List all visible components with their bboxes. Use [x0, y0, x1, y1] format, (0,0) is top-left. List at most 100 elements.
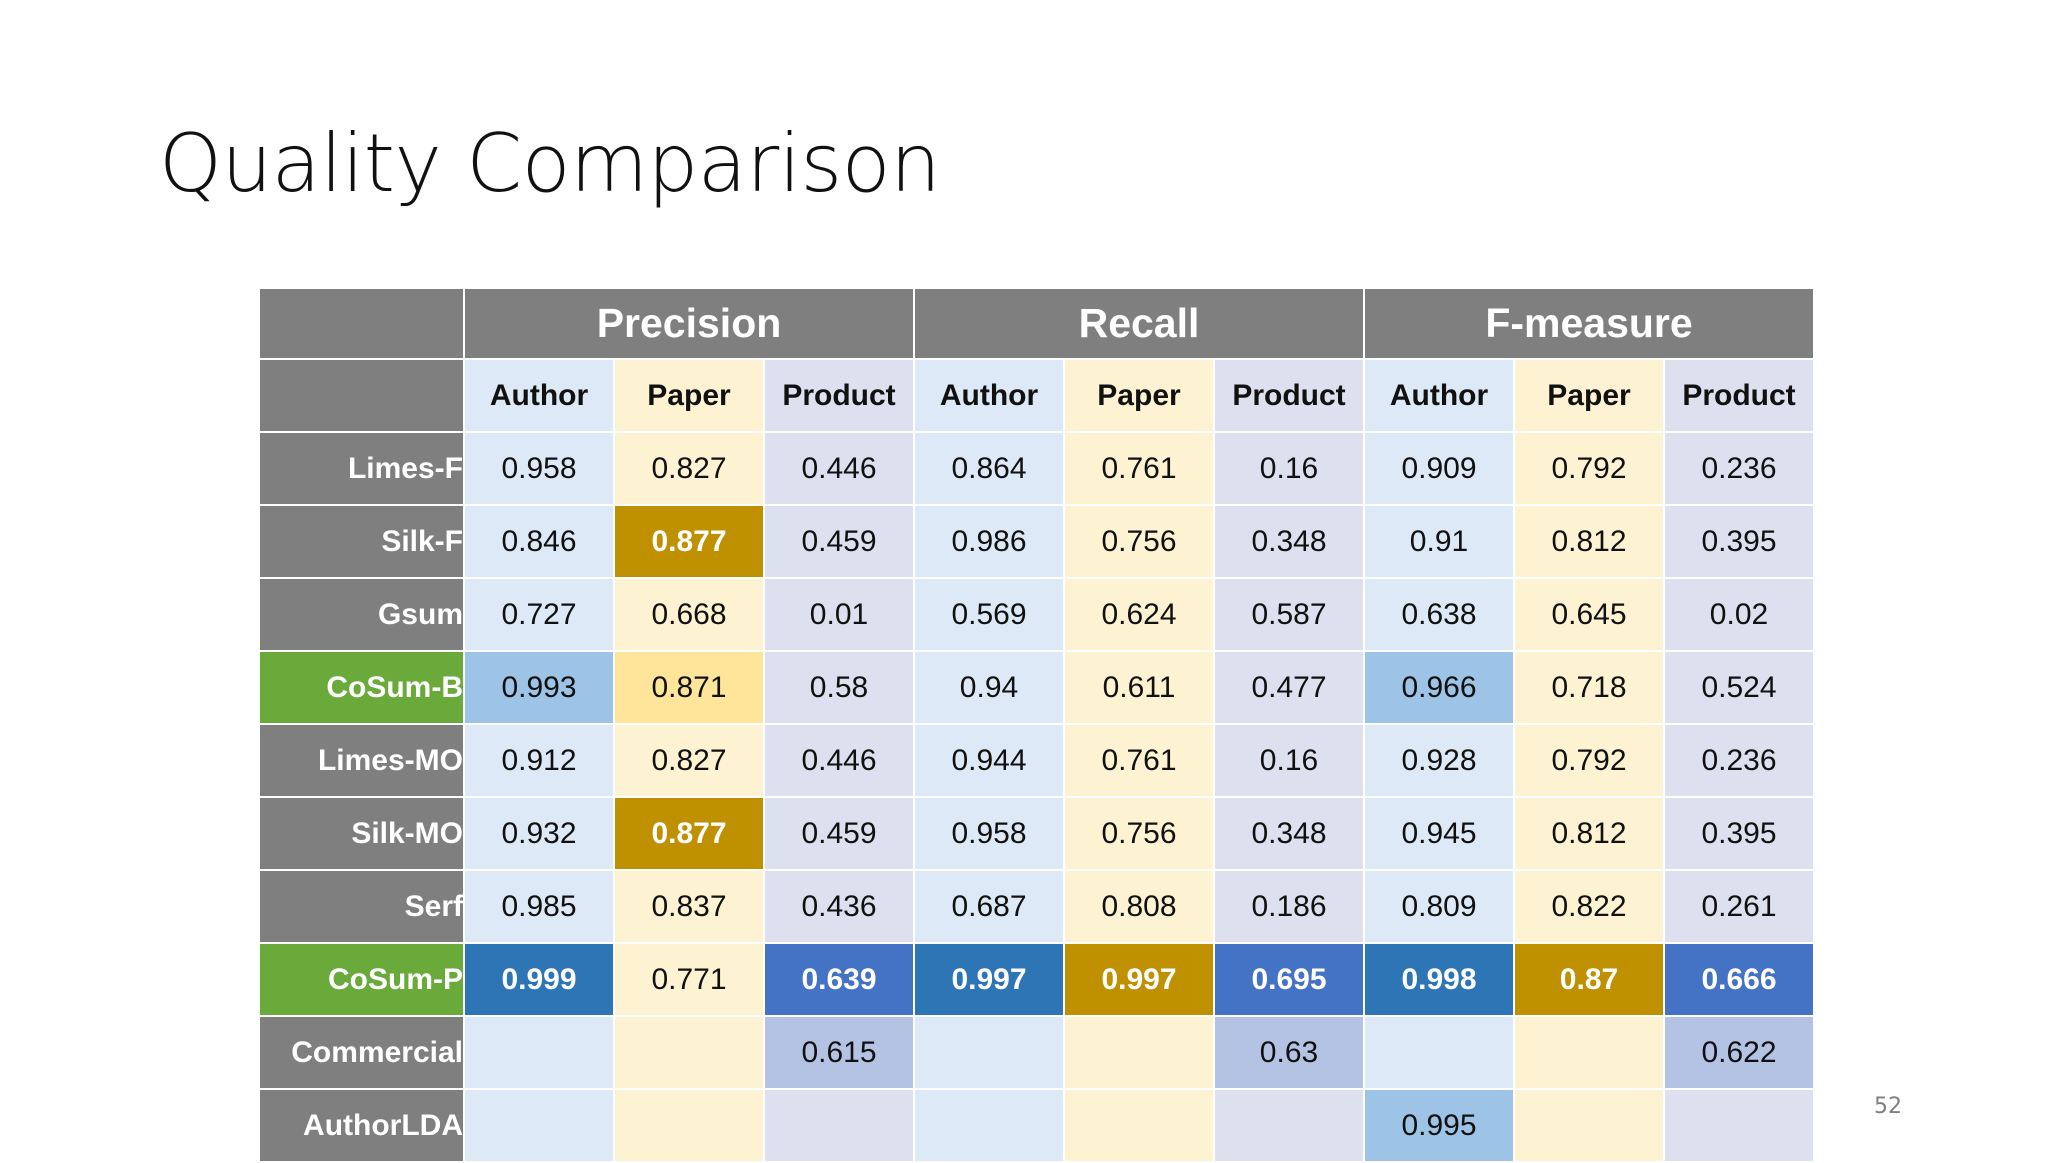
value-cell: 0.986 — [915, 506, 1063, 577]
metric-header: Author — [1365, 360, 1513, 431]
group-header-precision: Precision — [465, 289, 913, 358]
value-cell: 0.985 — [465, 871, 613, 942]
value-cell: 0.808 — [1065, 871, 1213, 942]
value-cell: 0.87 — [1515, 944, 1663, 1015]
value-cell — [615, 1017, 763, 1088]
value-cell — [465, 1090, 613, 1161]
corner-cell — [260, 360, 463, 431]
value-cell: 0.02 — [1665, 579, 1813, 650]
value-cell: 0.822 — [1515, 871, 1663, 942]
value-cell — [1365, 1017, 1513, 1088]
value-cell: 0.91 — [1365, 506, 1513, 577]
value-cell — [1665, 1090, 1813, 1161]
value-cell: 0.524 — [1665, 652, 1813, 723]
value-cell — [1215, 1090, 1363, 1161]
value-cell: 0.645 — [1515, 579, 1663, 650]
value-cell: 0.995 — [1365, 1090, 1513, 1161]
value-cell: 0.436 — [765, 871, 913, 942]
value-cell: 0.63 — [1215, 1017, 1363, 1088]
metric-header: Author — [465, 360, 613, 431]
value-cell: 0.912 — [465, 725, 613, 796]
value-cell: 0.186 — [1215, 871, 1363, 942]
value-cell: 0.958 — [915, 798, 1063, 869]
value-cell: 0.348 — [1215, 798, 1363, 869]
row-label: Limes-F — [260, 433, 463, 504]
value-cell: 0.395 — [1665, 506, 1813, 577]
table-row: CoSum-P 0.999 0.771 0.639 0.997 0.997 0.695 0.9… — [260, 944, 1813, 1015]
metric-header: Author — [915, 360, 1063, 431]
value-cell: 0.569 — [915, 579, 1063, 650]
value-cell: 0.761 — [1065, 433, 1213, 504]
value-cell: 0.827 — [615, 725, 763, 796]
value-cell: 0.58 — [765, 652, 913, 723]
value-cell: 0.16 — [1215, 725, 1363, 796]
value-cell: 0.459 — [765, 798, 913, 869]
value-cell: 0.771 — [615, 944, 763, 1015]
metric-header: Product — [1665, 360, 1813, 431]
table-row: CoSum-B 0.993 0.871 0.58 0.94 0.611 0.477 0.966… — [260, 652, 1813, 723]
value-cell: 0.236 — [1665, 725, 1813, 796]
slide-title: Quality Comparison — [159, 117, 941, 210]
group-header-recall: Recall — [915, 289, 1363, 358]
value-cell: 0.877 — [615, 506, 763, 577]
group-header-row: Precision Recall F-measure — [260, 289, 1813, 358]
value-cell — [765, 1090, 913, 1161]
value-cell: 0.587 — [1215, 579, 1363, 650]
value-cell: 0.998 — [1365, 944, 1513, 1015]
value-cell — [465, 1017, 613, 1088]
slide-number: 52 — [1874, 1094, 1902, 1119]
value-cell: 0.611 — [1065, 652, 1213, 723]
value-cell: 0.668 — [615, 579, 763, 650]
value-cell: 0.945 — [1365, 798, 1513, 869]
value-cell — [915, 1090, 1063, 1161]
row-label: Silk-MO — [260, 798, 463, 869]
table-row: Limes-MO 0.912 0.827 0.446 0.944 0.761 0.16 0.9… — [260, 725, 1813, 796]
table-body: Limes-F 0.958 0.827 0.446 0.864 0.761 0.16 0.90… — [260, 433, 1813, 1161]
value-cell: 0.718 — [1515, 652, 1663, 723]
table-row: Gsum 0.727 0.668 0.01 0.569 0.624 0.587 0.638 0.… — [260, 579, 1813, 650]
row-label: CoSum-B — [260, 652, 463, 723]
value-cell: 0.622 — [1665, 1017, 1813, 1088]
value-cell: 0.695 — [1215, 944, 1363, 1015]
row-label: Gsum — [260, 579, 463, 650]
value-cell — [915, 1017, 1063, 1088]
metric-header: Paper — [1515, 360, 1663, 431]
value-cell: 0.837 — [615, 871, 763, 942]
value-cell — [1515, 1090, 1663, 1161]
value-cell — [615, 1090, 763, 1161]
value-cell: 0.624 — [1065, 579, 1213, 650]
value-cell — [1515, 1017, 1663, 1088]
table-row: Silk-F 0.846 0.877 0.459 0.986 0.756 0.348 0.91… — [260, 506, 1813, 577]
value-cell: 0.846 — [465, 506, 613, 577]
value-cell: 0.944 — [915, 725, 1063, 796]
quality-comparison-table: Precision Recall F-measure Author Paper … — [258, 287, 1815, 1163]
value-cell: 0.999 — [465, 944, 613, 1015]
value-cell: 0.827 — [615, 433, 763, 504]
value-cell: 0.639 — [765, 944, 913, 1015]
value-cell: 0.809 — [1365, 871, 1513, 942]
row-label: Serf — [260, 871, 463, 942]
value-cell: 0.348 — [1215, 506, 1363, 577]
value-cell: 0.864 — [915, 433, 1063, 504]
row-label: Limes-MO — [260, 725, 463, 796]
row-label: Silk-F — [260, 506, 463, 577]
value-cell: 0.792 — [1515, 725, 1663, 796]
value-cell: 0.993 — [465, 652, 613, 723]
value-cell: 0.792 — [1515, 433, 1663, 504]
value-cell: 0.615 — [765, 1017, 913, 1088]
value-cell: 0.756 — [1065, 506, 1213, 577]
metric-header-row: Author Paper Product Author Paper Produc… — [260, 360, 1813, 431]
value-cell: 0.446 — [765, 433, 913, 504]
value-cell: 0.966 — [1365, 652, 1513, 723]
metric-header: Product — [765, 360, 913, 431]
corner-cell — [260, 289, 463, 358]
table-row: Serf 0.985 0.837 0.436 0.687 0.808 0.186 0.809 0… — [260, 871, 1813, 942]
value-cell — [1065, 1090, 1213, 1161]
value-cell: 0.877 — [615, 798, 763, 869]
value-cell: 0.395 — [1665, 798, 1813, 869]
value-cell: 0.94 — [915, 652, 1063, 723]
value-cell: 0.812 — [1515, 798, 1663, 869]
value-cell: 0.261 — [1665, 871, 1813, 942]
row-label: CoSum-P — [260, 944, 463, 1015]
group-header-f-measure: F-measure — [1365, 289, 1813, 358]
